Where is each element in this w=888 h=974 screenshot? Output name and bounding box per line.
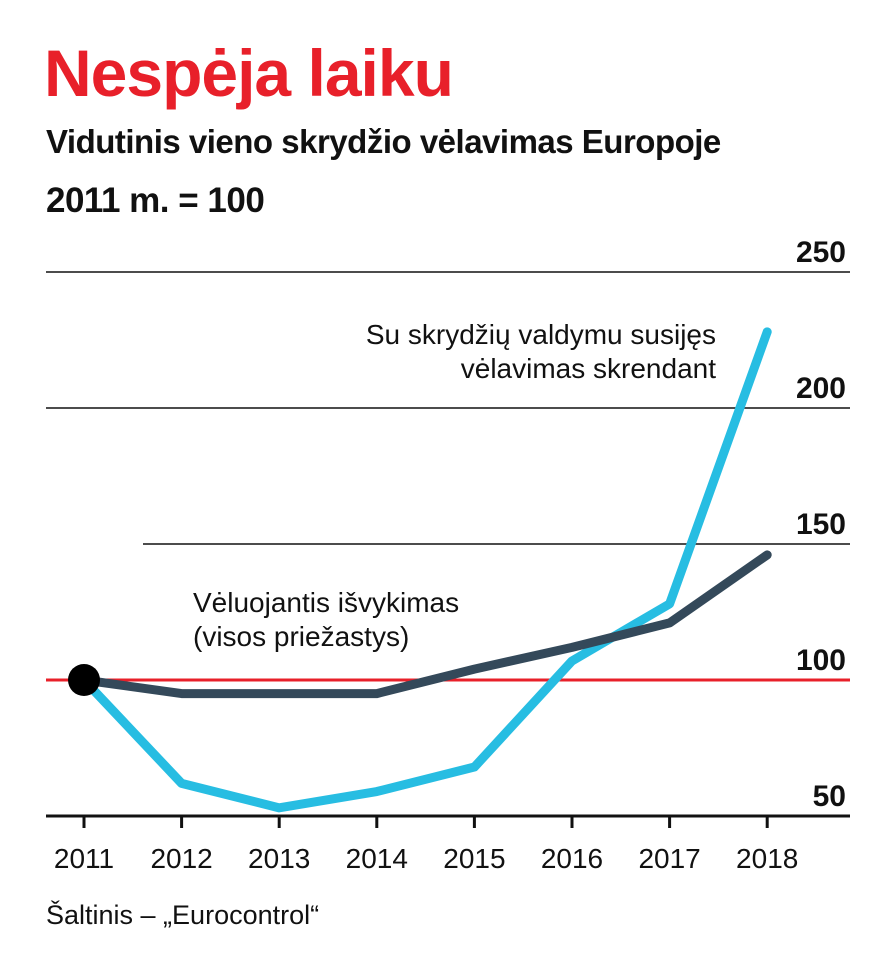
x-tick-label-2018: 2018 (736, 843, 798, 874)
x-tick-label-2013: 2013 (248, 843, 310, 874)
x-tick-label-2017: 2017 (638, 843, 700, 874)
y-tick-label-200: 200 (796, 372, 846, 405)
series-label-airborne-line-1: Su skrydžių valdymu susijęs (366, 319, 716, 350)
index-note: 2011 m. = 100 (46, 181, 265, 220)
x-tick-label-2011: 2011 (54, 843, 114, 874)
x-tick-label-2014: 2014 (346, 843, 408, 874)
source-note: Šaltinis – „Eurocontrol“ (46, 900, 320, 930)
x-tick-label-2016: 2016 (541, 843, 603, 874)
y-tick-label-150: 150 (796, 508, 846, 541)
series-label-departure-line-1: Vėluojantis išvykimas (193, 587, 459, 618)
series-label-departure-line-2: (visos priežastys) (193, 621, 409, 652)
chart-title: Nespėja laiku (44, 36, 454, 110)
y-tick-label-250: 250 (796, 236, 846, 269)
chart-subtitle: Vidutinis vieno skrydžio vėlavimas Europ… (46, 123, 721, 160)
series-line-departure-delay (79, 550, 772, 699)
series-label-airborne-line-2: vėlavimas skrendant (461, 353, 716, 384)
y-tick-label-50: 50 (813, 780, 846, 813)
x-tick-label-2012: 2012 (150, 843, 212, 874)
base-year-point (68, 664, 100, 696)
series-line-airborne-delay (79, 327, 772, 813)
y-tick-label-100: 100 (796, 644, 846, 677)
x-tick-label-2015: 2015 (443, 843, 505, 874)
